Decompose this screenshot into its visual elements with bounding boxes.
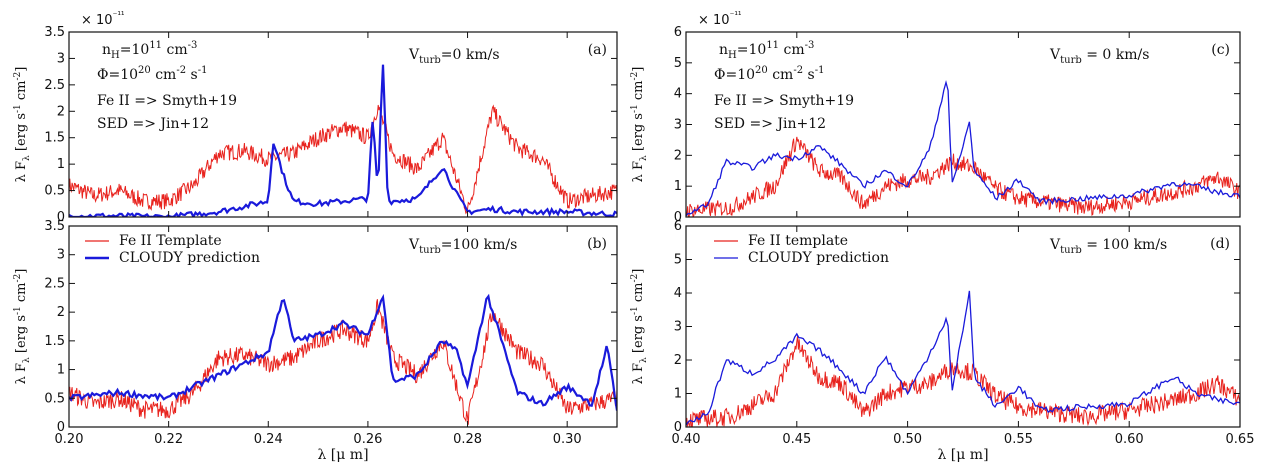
- y-tick-label: 0.5: [44, 391, 65, 406]
- panel-1: 0 0.5 1 1.5 2 2.5 3 3.5 × 10⁻¹¹ (a) λ Fλ [erg s-1 …: [13, 11, 618, 225]
- y-tick-label: 0.5: [44, 184, 65, 199]
- y-tick-label: 6: [674, 219, 682, 234]
- flux-annotation: Φ=1020 cm-2 s-1: [714, 65, 824, 83]
- y-tick-label: 2: [674, 148, 682, 163]
- x-tick-label: 0.60: [1115, 432, 1144, 447]
- y-tick-label: 2.5: [44, 276, 65, 291]
- x-tick-label: 0.30: [553, 432, 582, 447]
- y-tick-label: 3: [674, 118, 682, 133]
- y-axis-label: λ Fλ [erg s-1 cm-2]: [630, 269, 649, 385]
- x-axis-label: λ [μ m]: [937, 447, 988, 463]
- panel-label: (d): [1210, 236, 1230, 252]
- sed-annotation: SED => Jin+12: [97, 116, 209, 132]
- x-axis-label: λ [μ m]: [317, 447, 368, 463]
- series-line-template: [69, 299, 617, 425]
- x-tick-label: 0.20: [55, 432, 84, 447]
- plot-frame: [68, 31, 618, 218]
- plot-frame: [68, 225, 618, 428]
- vturb-annotation: Vturb = 100 km/s: [1049, 237, 1167, 256]
- vturb-annotation: Vturb=100 km/s: [408, 237, 517, 256]
- vturb-annotation: Vturb=0 km/s: [408, 47, 500, 66]
- y-tick-label: 3: [57, 51, 65, 66]
- x-tick-label: 0.65: [1226, 432, 1255, 447]
- feii-annotation: Fe II => Smyth+19: [714, 93, 854, 109]
- x-tick-label: 0.55: [1004, 432, 1033, 447]
- y-axis-label: λ Fλ [erg s-1 cm-2]: [630, 67, 649, 183]
- y-tick-label: 0: [674, 420, 682, 435]
- y-tick-label: 2: [674, 353, 682, 368]
- y-tick-label: 0: [674, 210, 682, 225]
- y-tick-label: 3.5: [44, 25, 65, 40]
- x-tick-label: 0.40: [672, 432, 701, 447]
- panel-label: (b): [587, 236, 607, 252]
- y-tick-label: 5: [674, 56, 682, 71]
- series-line-template: [69, 104, 617, 215]
- panel-4: 0 1 2 3 4 5 6 0.40 0.45 0.50 0.55 0.60 0.65 (d) λ Fλ […: [630, 219, 1254, 463]
- y-tick-label: 2: [57, 104, 65, 119]
- vturb-annotation: Vturb = 0 km/s: [1049, 47, 1149, 66]
- series-line-cloudy: [69, 64, 617, 217]
- y-tick-label: 0: [57, 210, 65, 225]
- y-multiplier: × 10⁻¹¹: [81, 11, 125, 28]
- y-tick-label: 4: [674, 286, 682, 301]
- panel-2: 0 0.5 1 1.5 2 2.5 3 3.5 0.20 0.22 0.24 0.26 0.28 0.30…: [13, 219, 618, 463]
- y-tick-label: 1: [674, 179, 682, 194]
- series-line-cloudy: [686, 290, 1240, 426]
- sed-annotation: SED => Jin+12: [714, 116, 826, 132]
- y-tick-label: 1: [57, 157, 65, 172]
- x-tick-label: 0.45: [782, 432, 811, 447]
- y-tick-label: 0: [57, 420, 65, 435]
- y-tick-label: 1: [674, 387, 682, 402]
- y-tick-label: 1.5: [44, 131, 65, 146]
- y-tick-label: 4: [674, 87, 682, 102]
- legend-label: Fe II template: [748, 233, 848, 249]
- legend-label: CLOUDY prediction: [748, 250, 889, 266]
- y-tick-label: 2: [57, 305, 65, 320]
- x-tick-label: 0.24: [254, 432, 283, 447]
- density-annotation: nH=1011 cm-3: [719, 40, 814, 61]
- y-axis-label: λ Fλ [erg s-1 cm-2]: [13, 67, 32, 183]
- x-tick-label: 0.22: [154, 432, 183, 447]
- y-tick-label: 1: [57, 363, 65, 378]
- y-tick-label: 2.5: [44, 78, 65, 93]
- y-tick-label: 3: [57, 248, 65, 263]
- x-tick-label: 0.50: [893, 432, 922, 447]
- series-line-cloudy: [69, 293, 617, 411]
- y-tick-label: 5: [674, 253, 682, 268]
- x-tick-label: 0.26: [353, 432, 382, 447]
- series-line-cloudy: [686, 80, 1240, 217]
- legend-label: Fe II Template: [119, 233, 222, 249]
- series-line-template: [686, 136, 1240, 217]
- y-tick-label: 1.5: [44, 334, 65, 349]
- legend-label: CLOUDY prediction: [119, 250, 260, 266]
- y-tick-label: 3.5: [44, 219, 65, 234]
- x-tick-label: 0.28: [453, 432, 482, 447]
- y-tick-label: 6: [674, 25, 682, 40]
- series-line-template: [686, 335, 1240, 427]
- flux-annotation: Φ=1020 cm-2 s-1: [97, 65, 207, 83]
- y-tick-label: 3: [674, 320, 682, 335]
- feii-annotation: Fe II => Smyth+19: [97, 93, 237, 109]
- density-annotation: nH=1011 cm-3: [102, 40, 197, 61]
- y-multiplier: × 10⁻¹¹: [698, 11, 742, 28]
- y-axis-label: λ Fλ [erg s-1 cm-2]: [13, 269, 32, 385]
- panel-label: (c): [1211, 42, 1230, 58]
- panel-3: 0 1 2 3 4 5 6 × 10⁻¹¹ (c) λ Fλ [erg s-1 cm-2] nH=1…: [630, 11, 1241, 225]
- panel-label: (a): [588, 42, 607, 58]
